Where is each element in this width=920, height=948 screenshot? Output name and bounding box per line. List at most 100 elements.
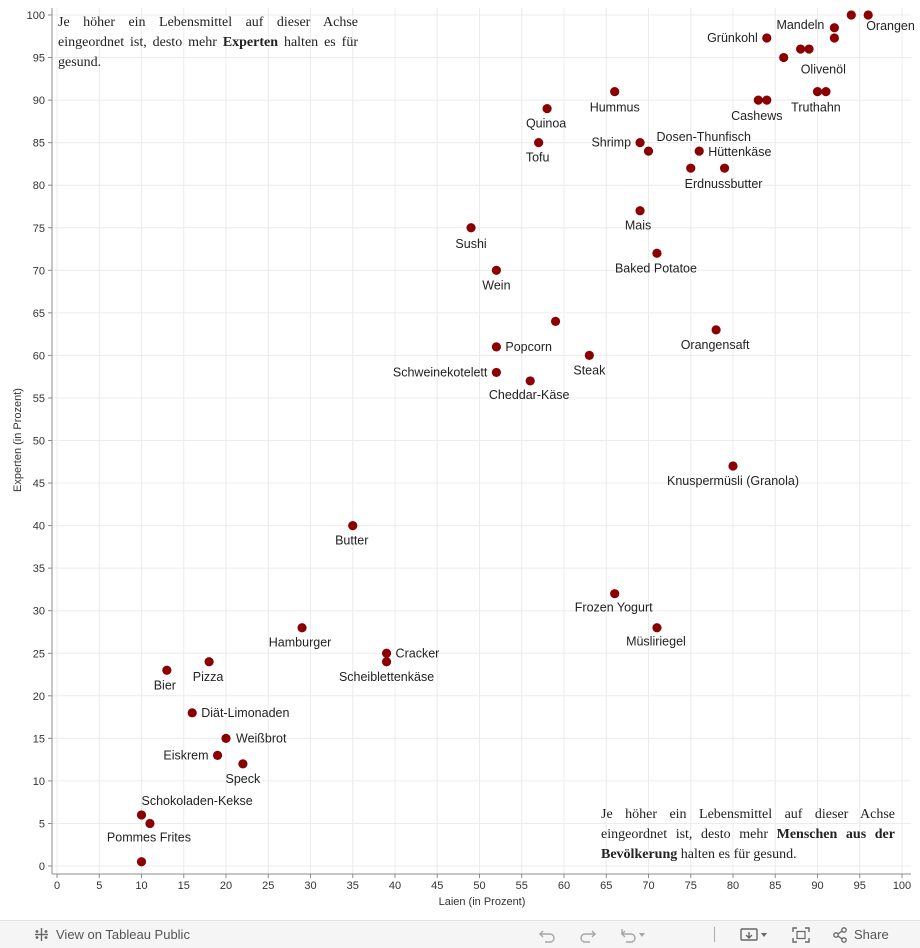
point-label: Erdnussbutter [685, 177, 763, 191]
annotation-public-text: Je höher ein Lebensmittel auf dieser Ach… [601, 807, 895, 842]
x-tick-label: 100 [893, 880, 911, 892]
x-tick-label: 95 [854, 880, 866, 892]
data-point [550, 316, 561, 326]
data-point [804, 44, 814, 54]
data-point [381, 648, 392, 658]
point-label: Weißbrot [236, 731, 287, 745]
data-point [652, 623, 662, 633]
point-label: Grünkohl [707, 31, 758, 45]
data-point [162, 665, 172, 675]
view-on-tableau-link[interactable]: View on Tableau Public [34, 921, 190, 948]
fullscreen-icon [792, 926, 810, 943]
x-tick-label: 40 [389, 880, 401, 892]
view-on-tableau-label: View on Tableau Public [56, 927, 190, 942]
data-point [145, 818, 155, 829]
data-point [584, 350, 594, 360]
y-tick-label: 95 [33, 53, 45, 65]
annotation-public-bold: Menschen aus der Bevölkerung [601, 827, 895, 862]
point-label: Mais [625, 219, 651, 233]
data-point [348, 521, 358, 531]
revert-button[interactable] [618, 921, 648, 948]
y-tick-label: 70 [33, 265, 45, 277]
point-label: Cracker [396, 646, 440, 660]
annotation-experts-tail: halten es für gesund. [58, 35, 358, 70]
y-tick-label: 15 [33, 733, 45, 745]
fullscreen-button[interactable] [792, 921, 810, 948]
x-tick-label: 35 [347, 880, 359, 892]
toolbar-separator [714, 927, 715, 942]
x-tick-label: 60 [558, 880, 570, 892]
data-point [221, 733, 231, 743]
data-point [821, 86, 831, 97]
data-point [610, 86, 620, 97]
data-point [187, 708, 197, 718]
data-point [238, 759, 248, 769]
data-point [491, 342, 501, 352]
x-tick-label: 10 [135, 880, 147, 892]
x-tick-label: 75 [685, 880, 697, 892]
tableau-logo-icon [35, 928, 48, 941]
data-point [762, 95, 772, 105]
x-tick-label: 45 [431, 880, 443, 892]
y-axis-title: Experten (in Prozent) [12, 388, 24, 492]
point-label: Frozen Yogurt [575, 601, 653, 615]
point-label: Tofu [526, 151, 550, 165]
data-point [711, 325, 721, 335]
x-tick-label: 80 [727, 880, 739, 892]
data-point [534, 138, 544, 148]
data-point [136, 857, 147, 867]
y-tick-label: 30 [33, 606, 45, 618]
y-tick-label: 90 [33, 95, 45, 107]
point-label: Dosen-Thunfisch [657, 130, 752, 144]
data-point [719, 163, 730, 173]
x-tick-label: 20 [220, 880, 232, 892]
data-point [686, 163, 696, 173]
x-tick-label: 85 [769, 880, 781, 892]
point-label: Orangen [866, 19, 915, 33]
point-labels: Orangen Mandeln Grünkohl Olivenöl Hummus Trut… [107, 18, 915, 845]
data-points [136, 10, 873, 867]
y-tick-label: 40 [33, 521, 45, 533]
redo-button[interactable] [579, 921, 597, 948]
redo-icon [580, 930, 596, 943]
data-point [136, 810, 147, 820]
data-point [635, 138, 645, 148]
data-point [863, 10, 873, 20]
y-tick-label: 0 [39, 861, 45, 873]
y-tick-label: 10 [33, 776, 45, 788]
y-tick-label: 5 [39, 818, 45, 830]
point-label: Speck [226, 772, 261, 786]
point-label: Schokoladen-Kekse [142, 794, 253, 808]
data-point [694, 146, 704, 156]
y-tick-label: 60 [33, 350, 45, 362]
x-tick-label: 55 [516, 880, 528, 892]
point-label: Sushi [455, 237, 486, 251]
download-button[interactable] [740, 921, 770, 948]
download-icon [740, 927, 767, 941]
annotation-public-tail: halten es für gesund. [677, 847, 797, 862]
y-tick-label: 80 [33, 180, 45, 192]
point-label: Hummus [590, 101, 640, 115]
annotation-experts-text: Je höher ein Lebensmittel auf dieser Ach… [58, 15, 358, 50]
y-tick-label: 35 [33, 563, 45, 575]
y-tick-label: 50 [33, 436, 45, 448]
data-point [635, 206, 645, 216]
data-point [753, 95, 763, 105]
point-label: Diät-Limonaden [201, 706, 289, 720]
x-tick-label: 65 [600, 880, 612, 892]
point-label: Pommes Frites [107, 830, 191, 844]
point-label: Hamburger [269, 636, 332, 650]
undo-button[interactable] [538, 921, 556, 948]
annotation-public: Je höher ein Lebensmittel auf dieser Ach… [601, 805, 895, 865]
point-label: Schweinekotelett [393, 365, 488, 379]
point-label: Mandeln [776, 18, 824, 32]
y-tick-label: 55 [33, 393, 45, 405]
data-point [491, 367, 501, 378]
point-label: Cheddar-Käse [489, 388, 570, 402]
point-label: Cashews [731, 109, 782, 123]
point-label: Wein [482, 278, 510, 292]
tick-labels: 0 5 10 15 20 25 30 35 40 45 50 55 60 65 70 75 80 85 90 95 10… [27, 10, 912, 892]
data-point [812, 86, 823, 97]
share-button[interactable]: Share [832, 921, 889, 948]
point-label: Pizza [193, 670, 224, 684]
